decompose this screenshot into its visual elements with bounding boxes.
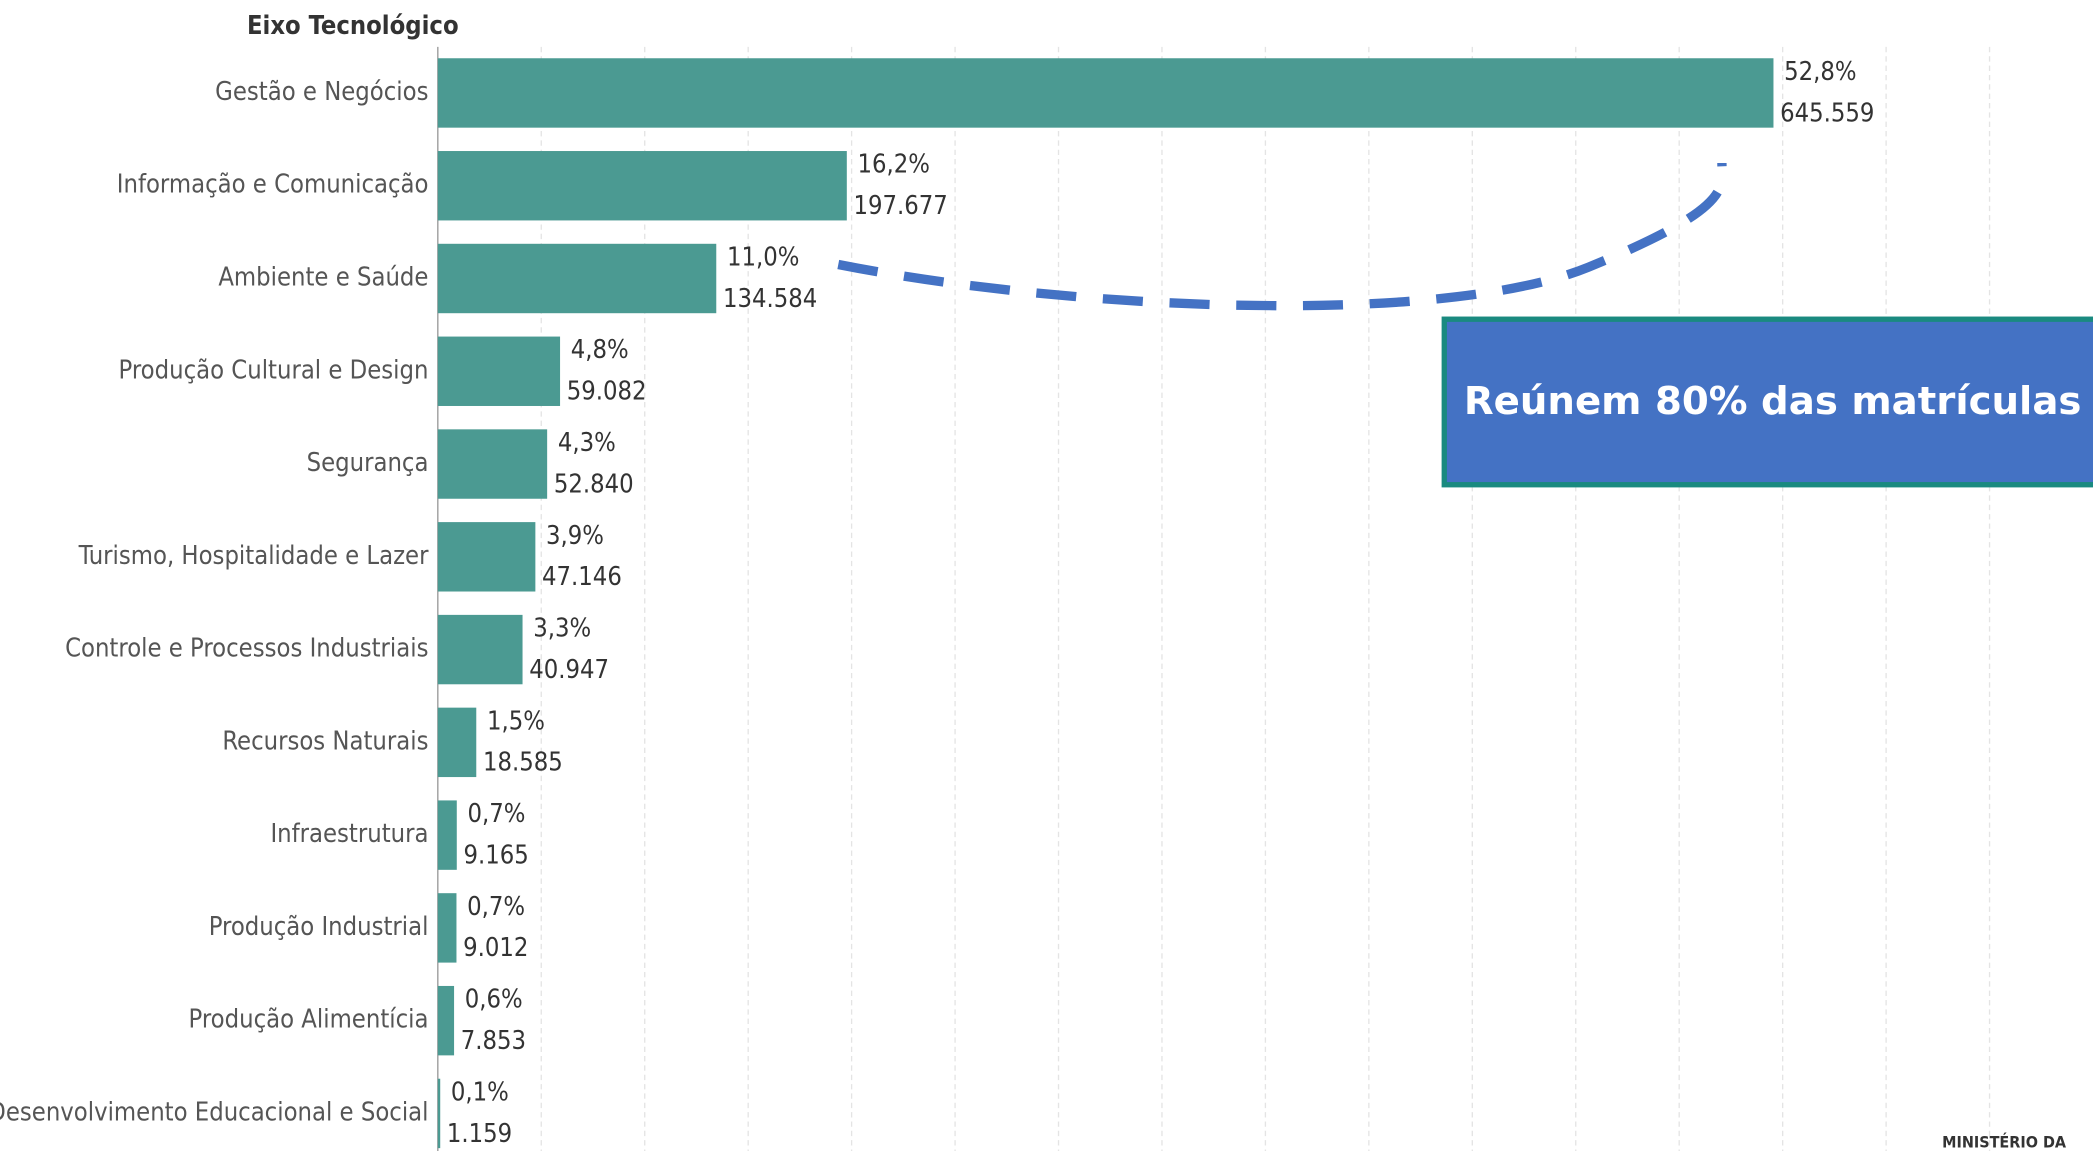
- category-label: Turismo, Hospitalidade e Lazer: [78, 540, 429, 570]
- bar: [437, 707, 477, 778]
- axis-title: Eixo Tecnológico: [247, 10, 459, 40]
- percent-label: 0,7%: [467, 798, 525, 828]
- category-label: Informação e Comunicação: [117, 169, 429, 199]
- value-label: 9.165: [463, 839, 528, 869]
- bars: Gestão e Negócios 52,8% 645.559 Informação …: [0, 56, 1874, 1149]
- bar: [437, 1078, 441, 1149]
- value-label: 47.146: [542, 561, 622, 591]
- percent-label: 3,3%: [533, 613, 591, 643]
- percent-label: 0,7%: [467, 891, 525, 921]
- grid: [437, 46, 1991, 1151]
- bar: [437, 58, 1774, 128]
- bar: [437, 800, 457, 870]
- percent-label: 0,1%: [451, 1076, 509, 1106]
- annotation-text: Reúnem 80% das matrículas: [1464, 379, 2082, 424]
- percent-label: 52,8%: [1784, 56, 1856, 86]
- category-label: Desenvolvimento Educacional e Social: [0, 1096, 428, 1126]
- percent-label: 11,0%: [727, 241, 799, 271]
- annotation-box: [1441, 316, 2093, 488]
- value-label: 9.012: [463, 932, 528, 962]
- category-label: Ambiente e Saúde: [218, 262, 428, 292]
- percent-label: 3,9%: [546, 520, 604, 550]
- value-label: 134.584: [723, 283, 817, 313]
- bracket-curve: [837, 162, 1727, 311]
- value-label: 18.585: [483, 747, 563, 777]
- category-label: Produção Cultural e Design: [119, 354, 429, 384]
- percent-label: 16,2%: [857, 149, 929, 179]
- category-label: Controle e Processos Industriais: [65, 633, 428, 663]
- bar: [437, 429, 548, 499]
- bar: [437, 893, 457, 963]
- value-label: 52.840: [554, 468, 634, 498]
- category-label: Produção Industrial: [209, 911, 429, 941]
- value-label: 40.947: [529, 654, 609, 684]
- category-label: Segurança: [307, 447, 429, 477]
- footer-logo-text: MINISTÉRIO DA: [1942, 1132, 2067, 1151]
- category-label: Infraestrutura: [270, 818, 428, 848]
- value-label: 197.677: [853, 190, 947, 220]
- bar: [437, 243, 717, 314]
- value-label: 1.159: [447, 1118, 512, 1148]
- value-label: 7.853: [461, 1025, 526, 1055]
- percent-label: 4,3%: [558, 427, 616, 457]
- percent-label: 1,5%: [487, 705, 545, 735]
- percent-label: 0,6%: [465, 984, 523, 1014]
- percent-label: 4,8%: [571, 334, 629, 364]
- category-label: Gestão e Negócios: [215, 76, 428, 106]
- value-label: 645.559: [1780, 97, 1874, 127]
- bar: [437, 151, 847, 221]
- bar: [437, 336, 561, 406]
- category-label: Recursos Naturais: [222, 725, 428, 755]
- bar: [437, 614, 523, 685]
- category-label: Produção Alimentícia: [189, 1004, 429, 1034]
- bar: [437, 522, 536, 592]
- value-label: 59.082: [567, 376, 647, 406]
- bar: [437, 985, 455, 1056]
